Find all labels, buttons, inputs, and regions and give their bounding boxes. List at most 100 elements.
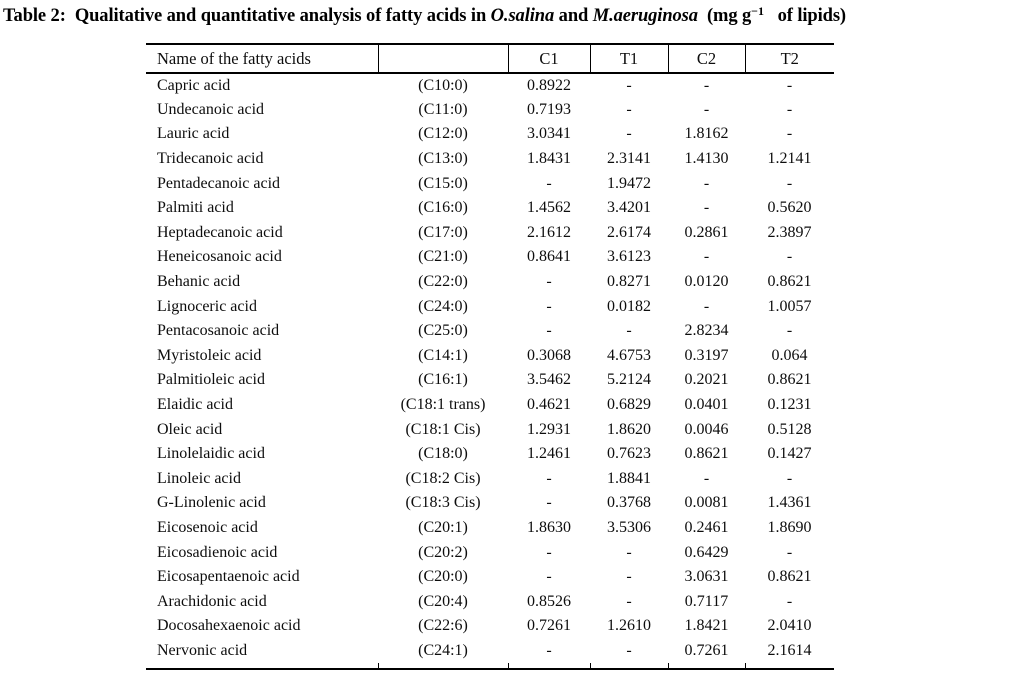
table-row: Arachidonic acid (C20:4) 0.8526 - 0.7117… (146, 589, 834, 614)
t1-value-cell: 0.7623 (607, 445, 651, 463)
c2-value-cell: 0.0046 (684, 420, 729, 438)
t2-value-cell: 0.1231 (767, 396, 812, 414)
c2-value-cell: 0.3197 (684, 346, 729, 364)
t1-value-cell: 0.0182 (607, 297, 651, 315)
formula-cell: (C21:0) (418, 248, 468, 266)
formula-cell: (C16:0) (418, 199, 468, 217)
c2-value-cell: 0.2021 (684, 371, 729, 389)
t1-value-cell: 5.2124 (607, 371, 651, 389)
formula-cell: (C18:3 Cis) (405, 494, 481, 512)
t2-value-cell: - (786, 322, 793, 340)
t2-value-cell: 2.3897 (767, 223, 812, 241)
bottom-rule-cell (589, 663, 668, 671)
c1-value-cell: - (546, 568, 552, 586)
t1-value-cell: 4.6753 (607, 346, 651, 364)
c1-value-cell: 3.0341 (527, 125, 571, 143)
t1-value-cell: 3.5306 (607, 518, 651, 536)
c2-value-cell: 0.6429 (684, 543, 729, 561)
formula-cell: (C16:1) (418, 371, 468, 389)
c2-value-cell: 1.4130 (684, 150, 729, 168)
c1-value-cell: - (546, 494, 552, 512)
table-row: Eicosadienoic acid (C20:2) - - 0.6429 - (146, 540, 834, 565)
fatty-acid-name-cell: Arachidonic acid (157, 592, 267, 610)
column-header-t1: T1 (589, 43, 668, 74)
c1-value-cell: 0.8922 (527, 76, 571, 94)
table-row: Myristoleic acid (C14:1) 0.3068 4.6753 0… (146, 344, 834, 369)
table-caption: Table 2: Qualitative and quantitative an… (3, 4, 1011, 27)
table-row: Linolelaidic acid (C18:0) 1.2461 0.7623 … (146, 442, 834, 467)
table-row: G-Linolenic acid (C18:3 Cis) - 0.3768 0.… (146, 491, 834, 516)
header-row: Name of the fatty acids C1 T1 C2 T2 (146, 43, 834, 74)
t2-value-cell: 0.5128 (767, 420, 812, 438)
table-row: Eicosapentaenoic acid (C20:0) - - 3.0631… (146, 565, 834, 590)
t1-value-cell: 1.8620 (607, 420, 651, 438)
c1-value-cell: - (546, 543, 552, 561)
fatty-acid-name-cell: Behanic acid (157, 273, 241, 291)
fatty-acid-name-cell: Capric acid (157, 76, 231, 94)
table-row: Lauric acid (C12:0) 3.0341 - 1.8162 - (146, 122, 834, 147)
c2-value-cell: 0.7117 (684, 592, 729, 610)
fatty-acid-name-cell: Pentadecanoic acid (157, 174, 281, 192)
table-row: Elaidic acid (C18:1 trans) 0.4621 0.6829… (146, 393, 834, 418)
formula-cell: (C24:1) (418, 641, 468, 659)
formula-cell: (C18:0) (418, 445, 468, 463)
t2-value-cell: 1.4361 (767, 494, 812, 512)
fatty-acid-name-cell: Nervonic acid (157, 641, 248, 659)
c2-value-cell: 1.8421 (684, 617, 729, 635)
t2-value-cell: - (786, 592, 793, 610)
column-header-formula (377, 43, 508, 74)
t1-value-cell: 1.9472 (607, 174, 651, 192)
bottom-rule-cell (507, 663, 590, 671)
t1-value-cell: 3.6123 (607, 248, 651, 266)
c2-value-cell: 0.2861 (684, 223, 729, 241)
fatty-acid-name-cell: Eicosadienoic acid (157, 543, 278, 561)
c1-value-cell: - (546, 273, 552, 291)
table-row: Docosahexaenoic acid (C22:6) 0.7261 1.26… (146, 614, 834, 639)
t1-value-cell: - (626, 641, 632, 659)
unit-suffix: of lipids) (764, 6, 847, 26)
fatty-acid-name-cell: Linolelaidic acid (157, 445, 265, 463)
species-name-2: M.aeruginosa (592, 6, 698, 26)
t1-value-cell: 1.2610 (607, 617, 651, 635)
c1-value-cell: 0.4621 (527, 396, 571, 414)
t2-value-cell: 1.8690 (767, 518, 812, 536)
t1-value-cell: - (626, 543, 632, 561)
t2-value-cell: 1.0057 (767, 297, 812, 315)
table-row: Linoleic acid (C18:2 Cis) - 1.8841 - - (146, 467, 834, 492)
t1-value-cell: - (626, 568, 632, 586)
formula-cell: (C18:2 Cis) (405, 469, 481, 487)
t1-value-cell: - (626, 76, 632, 94)
table-row: Pentacosanoic acid (C25:0) - - 2.8234 - (146, 319, 834, 344)
formula-cell: (C20:1) (418, 518, 468, 536)
t1-value-cell: 0.6829 (607, 396, 651, 414)
c1-value-cell: - (546, 297, 552, 315)
fatty-acid-name-cell: Pentacosanoic acid (157, 322, 280, 340)
fatty-acid-name-cell: Lignoceric acid (157, 297, 257, 315)
c1-value-cell: - (546, 469, 552, 487)
t1-value-cell: 3.4201 (607, 199, 651, 217)
t2-value-cell: 0.8621 (767, 273, 812, 291)
t2-value-cell: - (786, 248, 793, 266)
t2-value-cell: - (786, 543, 793, 561)
bottom-rule-cell (146, 663, 378, 671)
table-row: Oleic acid (C18:1 Cis) 1.2931 1.8620 0.0… (146, 417, 834, 442)
c1-value-cell: - (546, 641, 552, 659)
fatty-acid-name-cell: Palmiti acid (157, 199, 234, 217)
t2-value-cell: 2.0410 (767, 617, 812, 635)
t2-value-cell: 0.1427 (767, 445, 812, 463)
formula-cell: (C18:1 trans) (400, 396, 486, 414)
c1-value-cell: 1.8431 (527, 150, 571, 168)
c2-value-cell: 0.0120 (684, 273, 729, 291)
fatty-acid-name-cell: Tridecanoic acid (157, 150, 264, 168)
c1-value-cell: 0.7261 (527, 617, 571, 635)
table-body: Capric acid (C10:0) 0.8922 - - - Undecan… (146, 73, 834, 671)
t2-value-cell: 2.1614 (767, 641, 812, 659)
t1-value-cell: - (626, 125, 632, 143)
species-name-1: O.salina (490, 6, 555, 26)
c2-value-cell: - (703, 469, 710, 487)
c2-value-cell: - (703, 248, 710, 266)
table-row: Heptadecanoic acid (C17:0) 2.1612 2.6174… (146, 221, 834, 246)
c1-value-cell: 1.4562 (527, 199, 571, 217)
formula-cell: (C17:0) (418, 223, 468, 241)
column-header-t2: T2 (744, 43, 834, 74)
